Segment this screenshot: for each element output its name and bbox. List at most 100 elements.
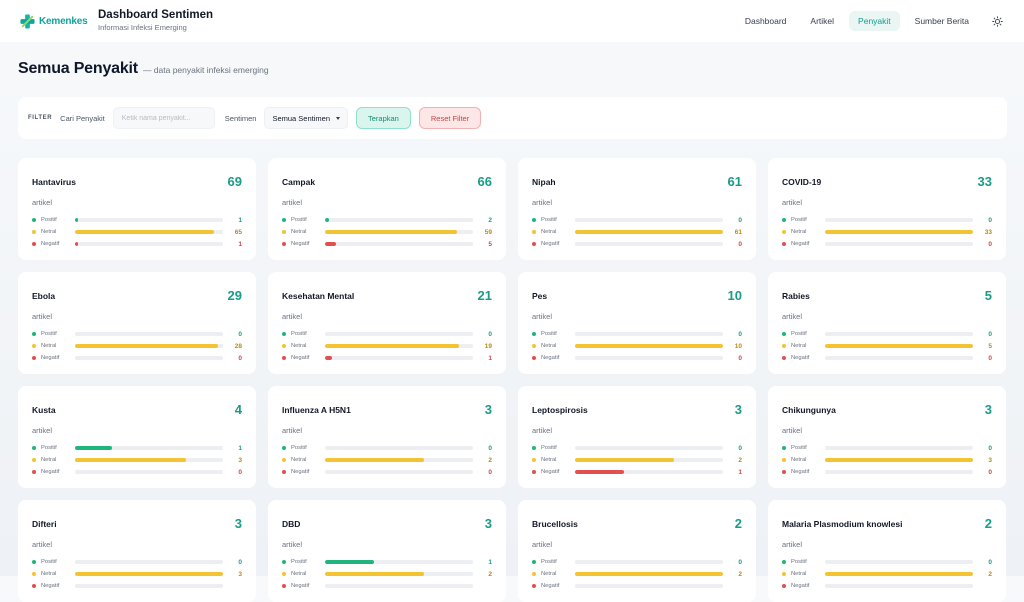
count-unit-label: artikel [782, 426, 803, 435]
positive-dot-icon [782, 218, 786, 222]
count-unit-label: artikel [782, 540, 803, 549]
sentiment-bar-track [575, 446, 723, 450]
disease-card[interactable]: Chikungunya 3 artikel Positif 0 Netral 3 Negati… [768, 386, 1006, 488]
count-unit-label: artikel [532, 312, 553, 321]
sentiment-label: Netral [791, 229, 807, 235]
disease-name: DBD [282, 519, 301, 529]
sentiment-value: 0 [988, 354, 992, 362]
sentiment-label: Netral [791, 571, 807, 577]
disease-search-input[interactable] [112, 107, 215, 129]
disease-card[interactable]: Brucellosis 2 artikel Positif 0 Netral 2 Negati… [518, 500, 756, 602]
sentiment-bar-track [575, 356, 723, 360]
sentiment-value: 0 [988, 330, 992, 338]
count-unit-label: artikel [782, 198, 803, 207]
disease-name: Nipah [532, 177, 556, 187]
sentiment-label: Negatif [791, 241, 810, 247]
sentiment-label: Positif [541, 217, 557, 223]
disease-name: Kesehatan Mental [282, 291, 355, 301]
negative-dot-icon [32, 470, 36, 474]
sentiment-row-negative: Negatif 0 [32, 467, 242, 477]
disease-card[interactable]: Nipah 61 artikel Positif 0 Netral 61 Negatif 0 [518, 158, 756, 260]
sentiment-row-neutral: Netral 2 [782, 569, 992, 579]
negative-dot-icon [282, 470, 286, 474]
nav-item-sumber-berita[interactable]: Sumber Berita [914, 16, 969, 26]
sentiment-value: 2 [488, 456, 492, 464]
positive-dot-icon [282, 560, 286, 564]
sentiment-row-neutral: Netral 3 [32, 569, 242, 579]
sentiment-row-negative: Negatif 0 [532, 353, 742, 363]
positive-dot-icon [532, 446, 536, 450]
disease-card[interactable]: Difteri 3 artikel Positif 0 Netral 3 Negatif [18, 500, 256, 602]
positive-dot-icon [532, 332, 536, 336]
sentiment-row-neutral: Netral 2 [532, 455, 742, 465]
negative-dot-icon [282, 356, 286, 360]
disease-card[interactable]: Ebola 29 artikel Positif 0 Netral 28 Negatif 0 [18, 272, 256, 374]
sentiment-row-neutral: Netral 3 [782, 455, 992, 465]
sentiment-row-neutral: Netral 10 [532, 341, 742, 351]
sentiment-label: Negatif [41, 241, 60, 247]
sentiment-value: 0 [988, 444, 992, 452]
disease-card[interactable]: Hantavirus 69 artikel Positif 1 Netral 65 Negat… [18, 158, 256, 260]
positive-dot-icon [282, 218, 286, 222]
disease-card[interactable]: Malaria Plasmodium knowlesi 2 artikel Posit… [768, 500, 1006, 602]
neutral-dot-icon [782, 230, 786, 234]
nav-item-penyakit[interactable]: Penyakit [849, 11, 900, 31]
sentiment-bar-fill [325, 560, 375, 564]
sentiment-bar-track [75, 242, 223, 246]
main-nav: Dashboard Artikel Penyakit Sumber Berita [736, 0, 1006, 42]
sentiment-row-positive: Positif 0 [532, 329, 742, 339]
sentiment-bar-fill [75, 458, 186, 462]
nav-item-artikel[interactable]: Artikel [810, 16, 835, 26]
sentiment-bar-fill [75, 446, 112, 450]
disease-card[interactable]: COVID-19 33 artikel Positif 0 Netral 33 Negatif… [768, 158, 1006, 260]
disease-card[interactable]: Pes 10 artikel Positif 0 Netral 10 Negatif 0 [518, 272, 756, 374]
count-unit-label: artikel [32, 312, 53, 321]
count-unit-label: artikel [32, 540, 53, 549]
sentiment-row-neutral: Netral 61 [532, 227, 742, 237]
sentiment-bar-fill [325, 218, 330, 222]
negative-dot-icon [532, 242, 536, 246]
negative-dot-icon [32, 584, 36, 588]
disease-card[interactable]: DBD 3 artikel Positif 1 Netral 2 Negatif [268, 500, 506, 602]
article-count: 10 [727, 288, 742, 303]
disease-card[interactable]: Influenza A H5N1 3 artikel Positif 0 Netral 2 N… [268, 386, 506, 488]
apply-filter-button[interactable]: Terapkan [356, 107, 411, 129]
sentiment-bar-track [575, 470, 723, 474]
sentiment-bar-fill [325, 572, 424, 576]
neutral-dot-icon [32, 458, 36, 462]
disease-card[interactable]: Campak 66 artikel Positif 2 Netral 59 Negatif 5 [268, 158, 506, 260]
sentiment-bar-track [825, 356, 973, 360]
disease-card[interactable]: Rabies 5 artikel Positif 0 Netral 5 Negatif 0 [768, 272, 1006, 374]
theme-toggle-button[interactable] [988, 12, 1006, 30]
disease-card[interactable]: Kusta 4 artikel Positif 1 Netral 3 Negatif 0 [18, 386, 256, 488]
disease-card[interactable]: Kesehatan Mental 21 artikel Positif 0 Netral 1… [268, 272, 506, 374]
logo-text: Kemenkes [39, 15, 88, 27]
count-unit-label: artikel [282, 426, 303, 435]
sentiment-bar-track [825, 332, 973, 336]
sentiment-bar-fill [325, 344, 459, 348]
sentiment-value: 0 [988, 558, 992, 566]
sentiment-bar-fill [325, 230, 458, 234]
positive-dot-icon [282, 446, 286, 450]
sentiment-label: Netral [541, 571, 557, 577]
sentiment-row-positive: Positif 2 [282, 215, 492, 225]
kemenkes-logo[interactable]: Kemenkes [20, 13, 98, 29]
reset-filter-button[interactable]: Reset Filter [418, 107, 482, 129]
sentiment-label: Netral [791, 343, 807, 349]
neutral-dot-icon [32, 230, 36, 234]
positive-dot-icon [782, 332, 786, 336]
sentiment-value: 0 [238, 354, 242, 362]
sentiment-value: 0 [488, 330, 492, 338]
sentiment-bar-track [825, 560, 973, 564]
nav-item-dashboard[interactable]: Dashboard [744, 16, 787, 26]
sentiment-label: Negatif [41, 583, 60, 589]
sentiment-label: Negatif [541, 241, 560, 247]
sentiment-label: Netral [291, 571, 307, 577]
sentiment-bar-track [325, 584, 473, 588]
sentiment-row-neutral: Netral 59 [282, 227, 492, 237]
sentiment-select[interactable]: Semua Sentimen [264, 107, 348, 129]
sentiment-value: 2 [988, 570, 992, 578]
sentiment-bar-fill [825, 572, 973, 576]
disease-card[interactable]: Leptospirosis 3 artikel Positif 0 Netral 2 Nega… [518, 386, 756, 488]
sentiment-label: Netral [541, 343, 557, 349]
